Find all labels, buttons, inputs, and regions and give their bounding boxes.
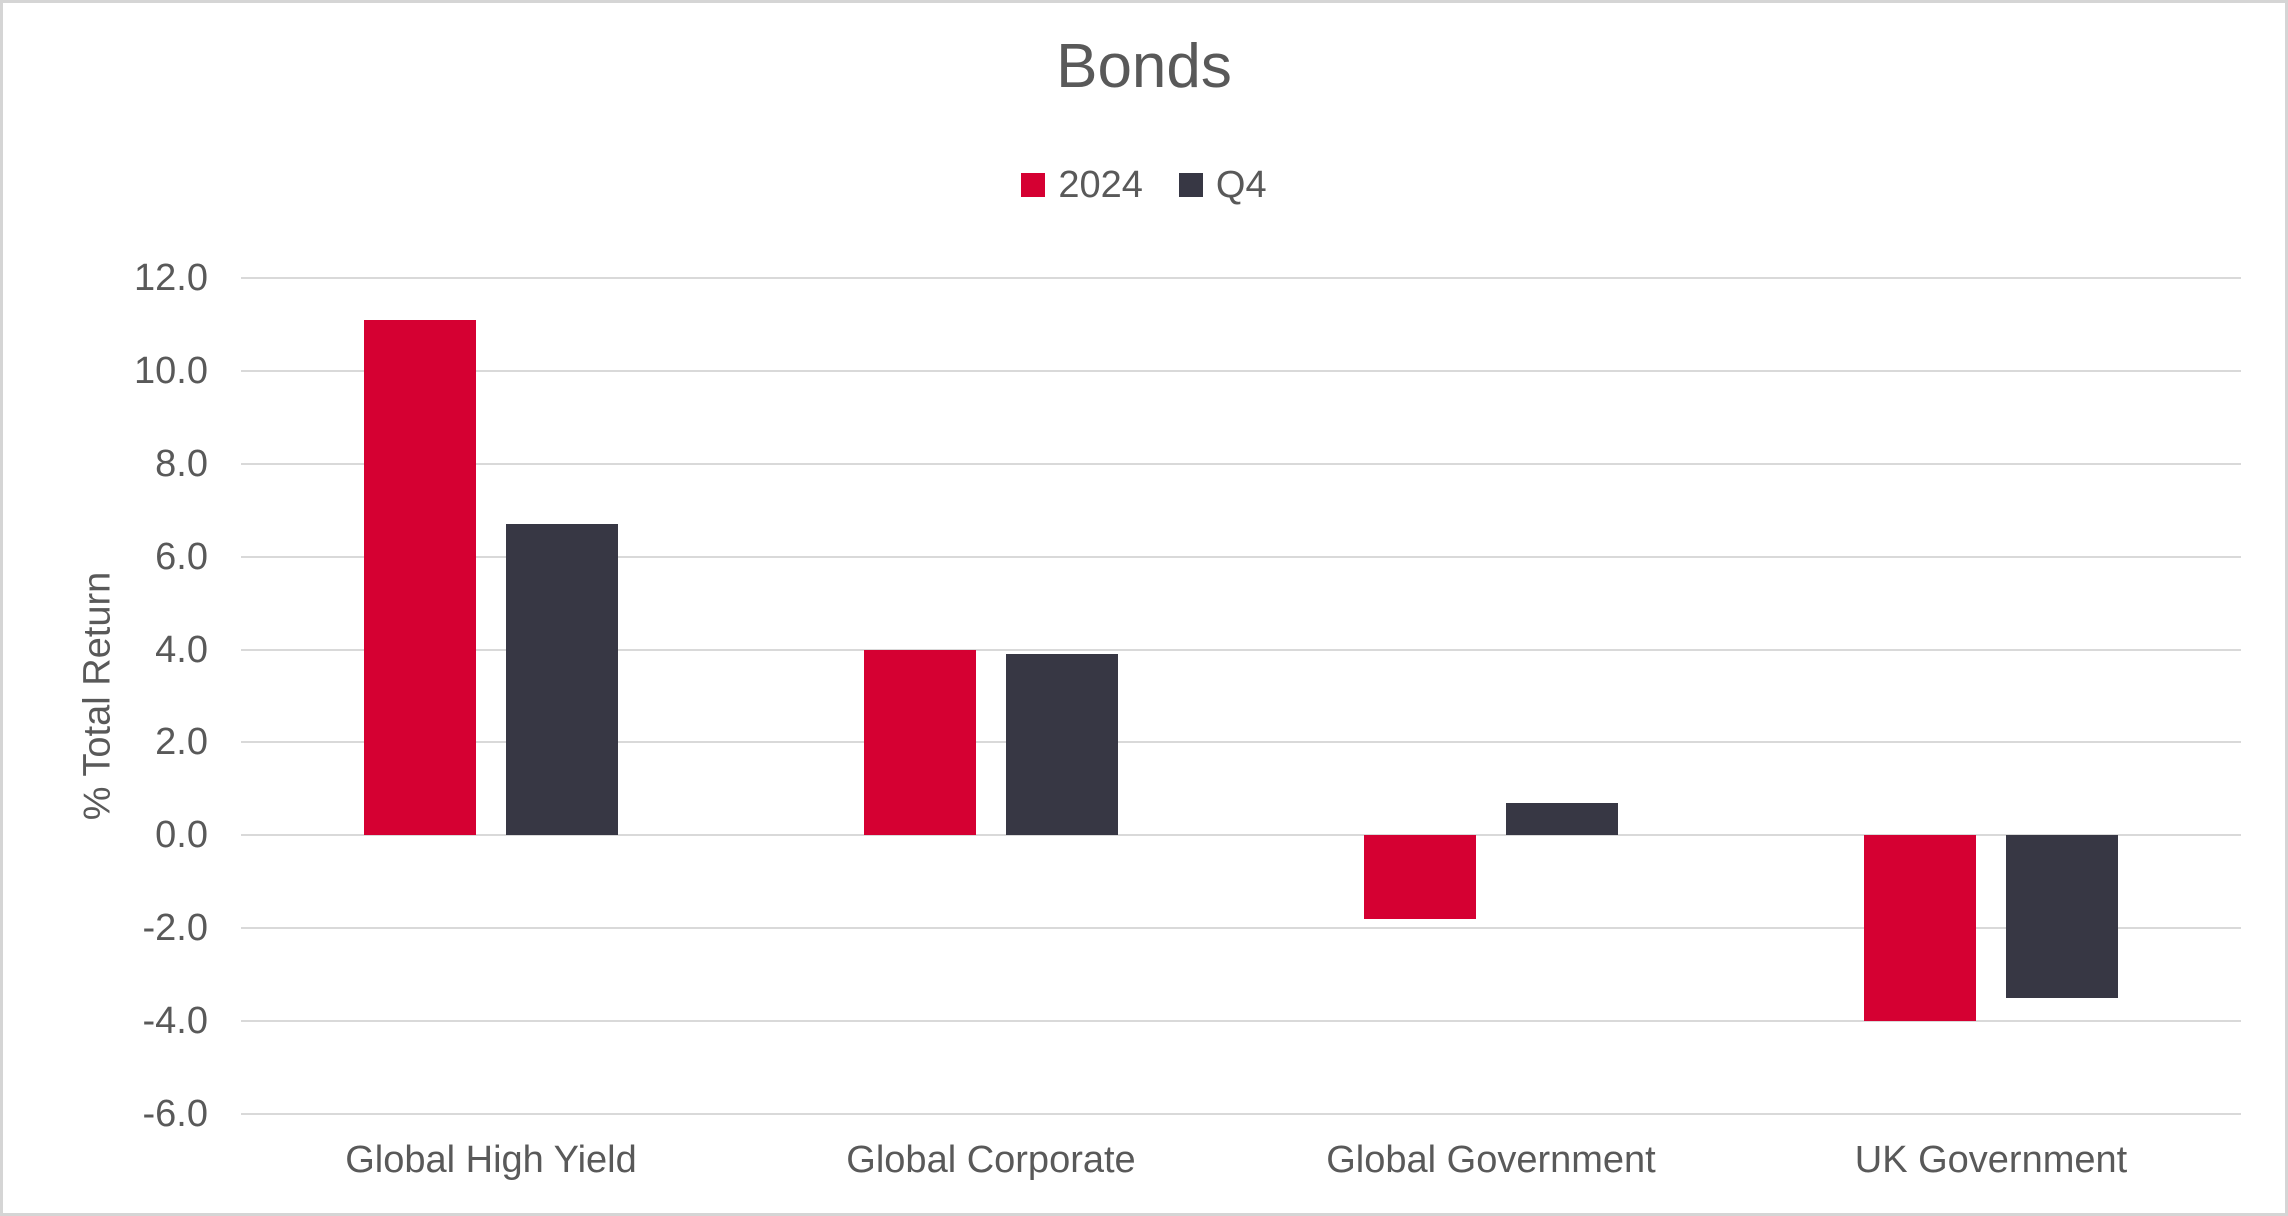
bar-2024-global-corporate xyxy=(864,649,976,836)
bar-q4-uk-government xyxy=(2006,835,2118,998)
gridline-y--4.0 xyxy=(241,1020,2241,1023)
legend-swatch-q4 xyxy=(1178,173,1203,197)
bar-2024-uk-government xyxy=(1864,835,1976,1022)
legend-label: Q4 xyxy=(1215,164,1267,206)
x-category-label-uk-government: UK Government xyxy=(1854,1139,2128,1181)
gridline-y-8.0 xyxy=(241,462,2241,465)
gridline-y-6.0 xyxy=(241,555,2241,558)
gridline-y-2.0 xyxy=(241,741,2241,744)
x-category-label-global-corporate: Global Corporate xyxy=(846,1139,1136,1181)
gridline-y-4.0 xyxy=(241,648,2241,651)
y-tick-label: -4.0 xyxy=(142,1000,208,1043)
chart-legend: 2024 Q4 xyxy=(3,166,2285,204)
gridline-y--2.0 xyxy=(241,927,2241,930)
gridline-y--6.0 xyxy=(241,1113,2241,1115)
gridline-y-10.0 xyxy=(241,369,2241,372)
plot-area xyxy=(241,277,2241,1115)
gridline-y-0.0 xyxy=(241,834,2241,837)
y-tick-label: 12.0 xyxy=(134,257,208,299)
y-tick-label: 10.0 xyxy=(134,349,208,392)
gridline-y-12.0 xyxy=(241,277,2241,279)
y-axis-title: % Total Return xyxy=(76,571,119,821)
y-tick-label: 8.0 xyxy=(155,442,208,485)
bar-q4-global-high-yield xyxy=(506,524,618,836)
legend-item-q4: Q4 xyxy=(1178,164,1267,206)
legend-swatch-2024 xyxy=(1021,173,1046,197)
bar-2024-global-government xyxy=(1364,835,1476,919)
x-category-label-global-government: Global Government xyxy=(1326,1139,1656,1181)
y-tick-label: -2.0 xyxy=(142,907,208,950)
bar-q4-global-corporate xyxy=(1006,654,1118,836)
chart-title: Bonds xyxy=(1056,32,1232,101)
y-tick-label: -6.0 xyxy=(142,1093,208,1135)
y-tick-label: 0.0 xyxy=(155,814,208,857)
legend-label: 2024 xyxy=(1058,164,1143,206)
y-tick-label: 6.0 xyxy=(155,535,208,578)
bar-q4-global-government xyxy=(1506,802,1618,836)
legend-item-2024: 2024 xyxy=(1021,166,1143,204)
bar-2024-global-high-yield xyxy=(364,319,476,836)
x-category-label-global-high-yield: Global High Yield xyxy=(345,1139,637,1181)
y-tick-label: 4.0 xyxy=(155,628,208,671)
y-tick-label: 2.0 xyxy=(155,721,208,764)
